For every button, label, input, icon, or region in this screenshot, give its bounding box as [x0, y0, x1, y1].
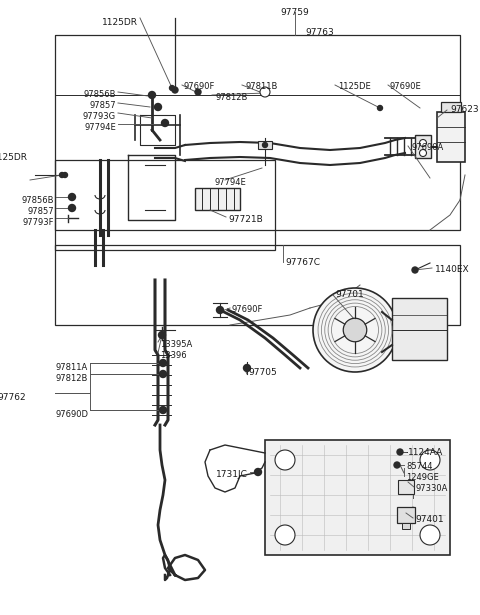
Text: 97794E: 97794E [84, 123, 116, 132]
Text: 1731JC: 1731JC [216, 470, 248, 479]
Circle shape [172, 87, 178, 93]
Circle shape [420, 149, 427, 156]
Text: 97794E: 97794E [214, 178, 246, 187]
Bar [195, 188, 240, 210]
Circle shape [275, 525, 295, 545]
Circle shape [394, 462, 400, 468]
Text: 13395A: 13395A [160, 340, 192, 349]
Bar [55, 35, 460, 230]
Text: 97811A: 97811A [56, 363, 88, 372]
Text: 97690A: 97690A [412, 143, 444, 152]
Circle shape [159, 360, 167, 367]
Bar [398, 480, 414, 494]
Text: 1249GE: 1249GE [406, 473, 439, 482]
Bar [415, 135, 431, 158]
Text: 97856B: 97856B [84, 90, 116, 99]
Circle shape [161, 119, 168, 127]
Text: 97856B: 97856B [22, 196, 54, 205]
Bar [55, 35, 460, 95]
Circle shape [243, 365, 251, 371]
Circle shape [420, 140, 427, 146]
Circle shape [62, 172, 68, 178]
Circle shape [313, 288, 397, 372]
Text: 97690D: 97690D [55, 410, 88, 419]
Circle shape [254, 469, 262, 475]
Text: 1140EX: 1140EX [435, 265, 469, 274]
Circle shape [397, 449, 403, 455]
Text: 97701: 97701 [335, 290, 364, 299]
Circle shape [420, 525, 440, 545]
Text: 97759: 97759 [281, 8, 310, 17]
Circle shape [377, 106, 383, 111]
Text: 97721B: 97721B [228, 215, 263, 224]
Circle shape [69, 205, 75, 212]
Text: 97401: 97401 [415, 515, 444, 524]
Bar [402, 523, 410, 529]
Bar [397, 507, 415, 523]
Text: 97763: 97763 [306, 28, 335, 37]
Circle shape [263, 143, 267, 148]
Text: 97705: 97705 [248, 368, 277, 377]
Text: 97690E: 97690E [390, 82, 422, 91]
Circle shape [169, 85, 175, 90]
Circle shape [159, 370, 167, 378]
Text: 1125DE: 1125DE [338, 82, 371, 91]
Text: 1125DR: 1125DR [102, 18, 138, 27]
Text: 97762: 97762 [0, 393, 26, 402]
Circle shape [260, 87, 270, 97]
Circle shape [412, 267, 418, 273]
Text: 97330A: 97330A [416, 484, 448, 493]
Text: 97811B: 97811B [245, 82, 277, 91]
Circle shape [262, 89, 268, 95]
Text: 97812B: 97812B [56, 374, 88, 383]
Bar [441, 102, 461, 112]
Text: 97690F: 97690F [184, 82, 216, 91]
Text: 97812B: 97812B [215, 93, 247, 102]
Text: 1125DR: 1125DR [0, 153, 28, 162]
Text: 97690F: 97690F [232, 305, 264, 314]
Bar [437, 112, 465, 162]
Text: 97857: 97857 [89, 101, 116, 110]
Bar [265, 440, 450, 555]
Circle shape [148, 92, 156, 98]
Circle shape [275, 450, 295, 470]
Text: 97767C: 97767C [285, 258, 320, 267]
Bar [55, 160, 275, 250]
Circle shape [343, 318, 367, 342]
Circle shape [69, 194, 75, 200]
Circle shape [158, 331, 166, 338]
Circle shape [195, 89, 201, 95]
Text: 85744: 85744 [406, 462, 432, 471]
Text: 97623: 97623 [450, 105, 479, 114]
Circle shape [155, 103, 161, 111]
Bar [392, 298, 447, 360]
Circle shape [159, 407, 167, 413]
Circle shape [420, 450, 440, 470]
Text: 97857: 97857 [27, 207, 54, 216]
Bar [55, 245, 460, 325]
Text: 97793G: 97793G [83, 112, 116, 121]
Bar [258, 141, 272, 149]
Circle shape [216, 306, 224, 314]
Text: 1124AA: 1124AA [408, 448, 443, 457]
Text: 97793F: 97793F [23, 218, 54, 227]
Text: 13396: 13396 [160, 351, 187, 360]
Circle shape [60, 172, 64, 178]
